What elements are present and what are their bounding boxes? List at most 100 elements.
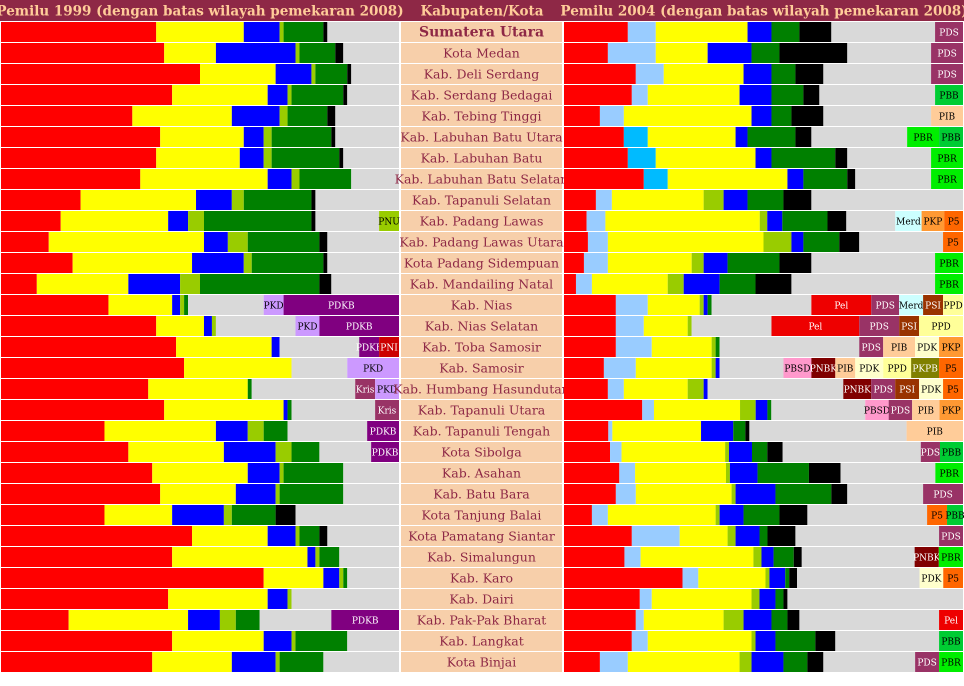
- bar-2004-segment-ppp: [735, 484, 776, 504]
- bar-2004-segment-label-pib: PIB: [891, 344, 908, 354]
- bar-2004-segment-pkb: [785, 568, 790, 588]
- bar-2004-segment-golkar: [647, 295, 700, 315]
- bar-1999-segment-pdip: [1, 22, 157, 42]
- bar-1999-segment-ppp: [215, 421, 248, 441]
- bar-2004-segment-label-pds: PDS: [937, 71, 956, 81]
- bar-2004-segment-black: [783, 190, 812, 210]
- bar-2004-segment-pkb: [773, 547, 794, 567]
- region-row: Kab. Simalungun PNBK PBR: [1, 547, 963, 567]
- bar-1999-segment-ppp: [263, 631, 292, 651]
- bar-1999-segment-pdip: [1, 148, 157, 168]
- bar-2004-segment-pnbk: [843, 379, 872, 399]
- bar-2004-segment-label-pdk: PDK: [917, 344, 937, 354]
- bar-2004-segment-pds: [859, 337, 884, 357]
- region-label-background: [401, 316, 562, 336]
- bar-2004-segment-label-pdk: PDK: [921, 575, 941, 585]
- bar-2004-segment-pk: [603, 358, 636, 378]
- bar-1999-segment-golkar: [164, 43, 216, 63]
- region-label-background: [401, 652, 562, 672]
- region-row: Kab. Batu Bara PDS: [1, 484, 963, 504]
- bar-1999-segment-golkar: [148, 379, 248, 399]
- bar-2004-segment-golkar: [651, 337, 712, 357]
- region-label: Kab. Labuhan Batu Utara: [400, 130, 563, 145]
- bar-1999-segment-golkar: [156, 316, 204, 336]
- region-label-background: [401, 295, 562, 315]
- bar-2004-segment-ppp: [755, 400, 768, 420]
- region-label-background: [401, 43, 562, 63]
- bar-2004-segment-pbr: [907, 127, 940, 147]
- bar-1999-segment-golkar: [172, 85, 268, 105]
- bar-2004-segment-pkb: [747, 190, 784, 210]
- region-label: Sumatera Utara: [419, 25, 544, 41]
- bar-2004-segment-black: [789, 568, 798, 588]
- bar-1999-segment-pdkb: [331, 610, 399, 630]
- bar-2004-segment-pdip: [564, 169, 644, 189]
- bar-2004-segment-other: [811, 127, 908, 147]
- bar-2004-segment-pdip: [564, 589, 640, 609]
- bar-2004-segment-pbb: [939, 631, 963, 651]
- bar-2004-segment-pk: [607, 379, 624, 399]
- bar-2004-segment-pkb: [757, 463, 809, 483]
- bar-1999-segment-pan: [295, 526, 300, 546]
- bar-1999-segment-other: [343, 148, 399, 168]
- bar-1999-segment-ppp: [267, 526, 296, 546]
- bar-2004-segment-black: [847, 169, 856, 189]
- bar-1999-segment-other: [335, 106, 399, 126]
- bar-2004-segment-pk: [615, 316, 644, 336]
- bar-1999-segment-label-pdkb: PDKB: [328, 302, 355, 312]
- bar-2004-segment-pdip: [564, 85, 632, 105]
- bar-2004-segment-label-pds: PDS: [939, 29, 958, 39]
- bar-2004-segment-golkar: [607, 505, 716, 525]
- bar-2004-segment-label-pdk: PDK: [921, 386, 941, 396]
- bar-2004-segment-pdip: [564, 211, 587, 231]
- bar-2004-segment-pbr: [939, 652, 963, 672]
- bar-2004-segment-pelopor: [771, 316, 860, 336]
- bar-1999-segment-other: [319, 442, 372, 462]
- bar-2004-segment-pds: [939, 526, 963, 546]
- bar-2004-segment-pdip: [564, 631, 632, 651]
- bar-1999-segment-pan: [339, 568, 344, 588]
- bar-2004-segment-golkar: [623, 106, 752, 126]
- bar-2004-segment-pds: [915, 652, 940, 672]
- region-row: Kota Binjai PDS PBR: [1, 652, 963, 672]
- bar-2004-segment-pkpb: [911, 358, 940, 378]
- region-row: Kab. Labuhan Batu PBR: [1, 148, 963, 168]
- bar-1999-segment-other: [315, 211, 380, 231]
- bar-1999-segment-other: [291, 358, 348, 378]
- bar-1999-segment-golkar: [80, 190, 197, 210]
- bar-2004-segment-ppp: [743, 64, 772, 84]
- bar-1999-segment-golkar: [156, 148, 240, 168]
- bar-1999-segment-pkb: [271, 148, 340, 168]
- bar-2004-segment-other: [811, 190, 963, 210]
- bar-2004-segment-black: [831, 484, 848, 504]
- bar-1999-segment-pan: [295, 43, 300, 63]
- bar-1999-segment-pkb: [291, 442, 320, 462]
- bar-1999-segment-golkar: [160, 127, 244, 147]
- region-row: PKD Kab. Samosir PBSD PNBK PIB PDK PPD PKPB P5: [1, 358, 963, 378]
- bar-1999-segment-pan: [219, 610, 236, 630]
- region-label: Kota Padang Sidempuan: [404, 256, 559, 271]
- bar-2004-segment-other: [799, 610, 940, 630]
- bar-1999-segment-black: [319, 274, 332, 294]
- bar-2004-segment-other: [791, 274, 936, 294]
- bar-2004-segment-label-pnbk: PNBK: [913, 554, 941, 564]
- bar-2004-segment-other: [847, 43, 932, 63]
- bar-2004-segment-label-pds: PDS: [937, 50, 956, 60]
- bar-1999-segment-other: [327, 526, 399, 546]
- bar-1999-segment-pan: [247, 421, 264, 441]
- bar-2004-segment-golkar: [635, 484, 732, 504]
- bar-2004-segment-pkb: [733, 421, 746, 441]
- bar-1999-segment-pdip: [1, 190, 81, 210]
- bar-1999-segment-pdip: [1, 505, 105, 525]
- bar-2004-segment-pan: [751, 631, 756, 651]
- bar-2004-segment-pds: [888, 400, 913, 420]
- bar-1999-segment-other: [327, 232, 399, 252]
- bar-2004-segment-pan: [765, 568, 770, 588]
- bar-1999-segment-label-pdkb: PDKB: [346, 323, 373, 333]
- bar-2004-segment-other: [847, 148, 932, 168]
- bar-2004-segment-ppp: [703, 379, 708, 399]
- bar-2004-segment-pbr: [935, 463, 963, 483]
- bar-2004-segment-ppp: [755, 631, 776, 651]
- bar-2004-segment-pk: [599, 652, 628, 672]
- bar-2004-segment-pan: [711, 337, 716, 357]
